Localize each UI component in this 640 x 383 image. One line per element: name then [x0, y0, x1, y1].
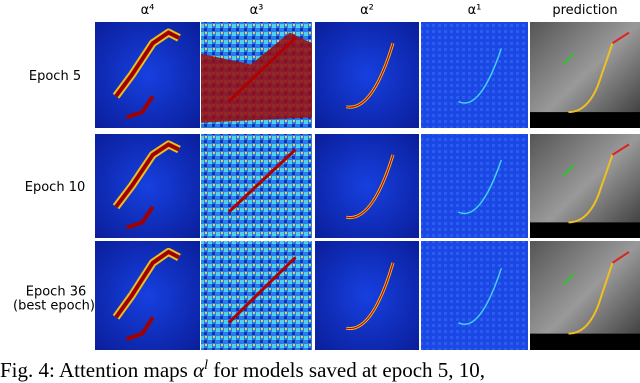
- pred-line: [611, 31, 630, 45]
- hot-line: [346, 43, 394, 108]
- row-label: Epoch 5: [29, 69, 81, 84]
- panels: Epoch 5 Epoch 10 Epoch 36(best epoch): [13, 22, 640, 350]
- panel: [95, 134, 200, 238]
- panel: [315, 241, 419, 350]
- panel: [201, 134, 312, 238]
- column-header: α²: [360, 3, 374, 18]
- hot-region: [125, 316, 155, 341]
- hot-core: [114, 249, 180, 319]
- pred-line: [611, 143, 630, 156]
- panel: [421, 22, 528, 128]
- hot-line: [227, 148, 297, 214]
- hot-core: [114, 30, 180, 98]
- panel: [421, 134, 528, 238]
- heatmap: [421, 134, 528, 238]
- hot-core: [114, 142, 180, 209]
- column-header: α⁴: [141, 3, 155, 18]
- heatmap: [95, 22, 200, 128]
- heatmap: [421, 241, 528, 350]
- pred-line: [611, 251, 630, 264]
- panel: [421, 241, 528, 350]
- row-label: Epoch 36: [26, 285, 86, 300]
- pred-line: [568, 42, 614, 114]
- faint-line: [458, 268, 503, 325]
- pred-line: [562, 53, 575, 66]
- hot-region: [125, 95, 155, 120]
- image: [530, 241, 640, 350]
- column-header: α¹: [468, 3, 482, 18]
- caption: Fig. 4: Attention maps αl for models sav…: [0, 358, 485, 382]
- panel: [201, 22, 312, 128]
- hot-line: [227, 256, 297, 324]
- row-label: Epoch 10: [25, 180, 85, 195]
- row-sublabel: (best epoch): [13, 299, 95, 314]
- pred-line: [568, 154, 614, 224]
- pred-line: [562, 272, 575, 286]
- panel: [530, 241, 640, 350]
- image: [530, 134, 640, 238]
- panel: [95, 241, 200, 350]
- column-headers: α⁴ α³ α² α¹ prediction: [141, 3, 618, 18]
- image-mask: [530, 112, 640, 128]
- column-header: α³: [250, 3, 264, 18]
- heatmap: [421, 22, 528, 128]
- heatmap: [95, 241, 200, 350]
- hot-line: [227, 36, 297, 103]
- image: [530, 22, 640, 128]
- panel: [530, 134, 640, 238]
- hot-region: [125, 205, 155, 230]
- hot-line: [346, 154, 394, 219]
- pred-line: [562, 164, 575, 177]
- hot-line: [346, 262, 394, 330]
- image-mask: [530, 333, 640, 350]
- image-mask: [530, 222, 640, 238]
- panel: [530, 22, 640, 128]
- heatmap: [315, 241, 419, 350]
- column-header: prediction: [552, 3, 617, 18]
- pred-line: [568, 262, 614, 335]
- faint-line: [458, 48, 503, 104]
- heatmap: [315, 22, 419, 128]
- heatmap: [315, 134, 419, 238]
- panel: [315, 134, 419, 238]
- faint-line: [458, 159, 503, 215]
- panel: [315, 22, 419, 128]
- panel: [95, 22, 200, 128]
- heatmap: [95, 134, 200, 238]
- panel: [201, 241, 312, 350]
